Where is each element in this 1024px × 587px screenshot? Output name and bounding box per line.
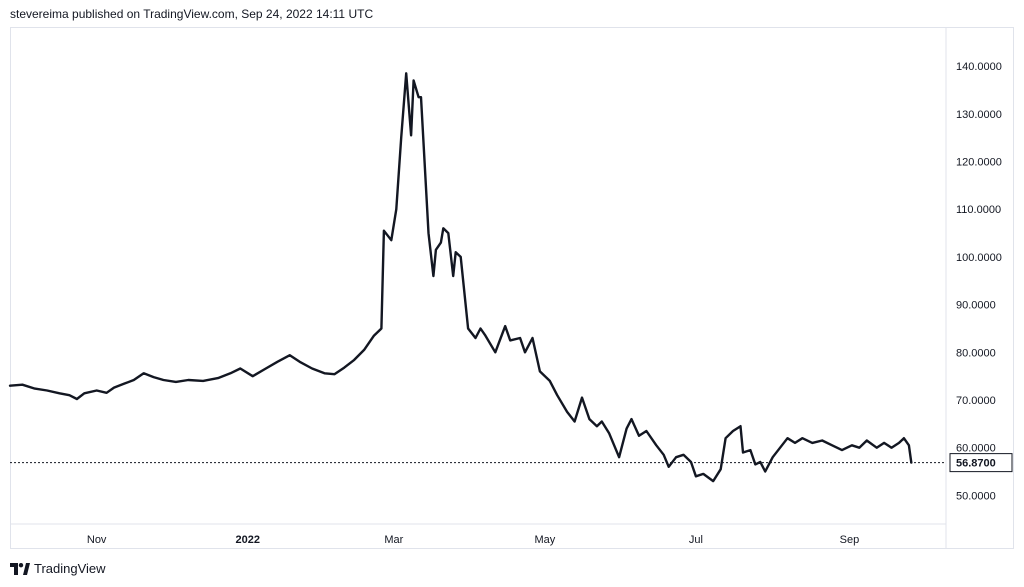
y-tick-label: 80.0000 [956, 347, 996, 359]
chart-frame [10, 27, 1014, 549]
y-tick-label: 140.0000 [956, 61, 1002, 73]
x-axis: Nov 2022 Mar May Jul Sep [10, 523, 946, 546]
price-series-line [8, 72, 913, 483]
last-price-label-box [949, 453, 1013, 473]
x-tick-label: May [534, 534, 555, 546]
last-price-label-text: 56.8700 [956, 458, 996, 470]
y-axis: 50.0000 60.0000 70.0000 80.0000 90.0000 100.0… [945, 28, 1002, 548]
last-price-label: 56.8700 [949, 453, 1013, 473]
y-tick-label: 120.0000 [956, 157, 1002, 169]
x-tick-label: Sep [840, 534, 860, 546]
x-tick-label: Mar [384, 534, 403, 546]
x-tick-label: Nov [87, 534, 107, 546]
y-tick-label: 100.0000 [956, 252, 1002, 264]
y-tick-label: 60.0000 [956, 443, 996, 455]
x-tick-label: Jul [689, 534, 703, 546]
footer-brand-label: TradingView [34, 561, 106, 576]
publish-header: stevereima published on TradingView.com,… [10, 7, 374, 21]
tradingview-logo-icon [10, 562, 30, 575]
y-tick-label: 130.0000 [956, 109, 1002, 121]
x-tick-label: 2022 [235, 534, 259, 546]
y-tick-label: 90.0000 [956, 300, 996, 312]
y-tick-label: 50.0000 [956, 490, 996, 502]
y-tick-label: 110.0000 [956, 204, 1001, 216]
y-tick-label: 70.0000 [956, 395, 996, 407]
footer-brand: TradingView [10, 561, 106, 576]
